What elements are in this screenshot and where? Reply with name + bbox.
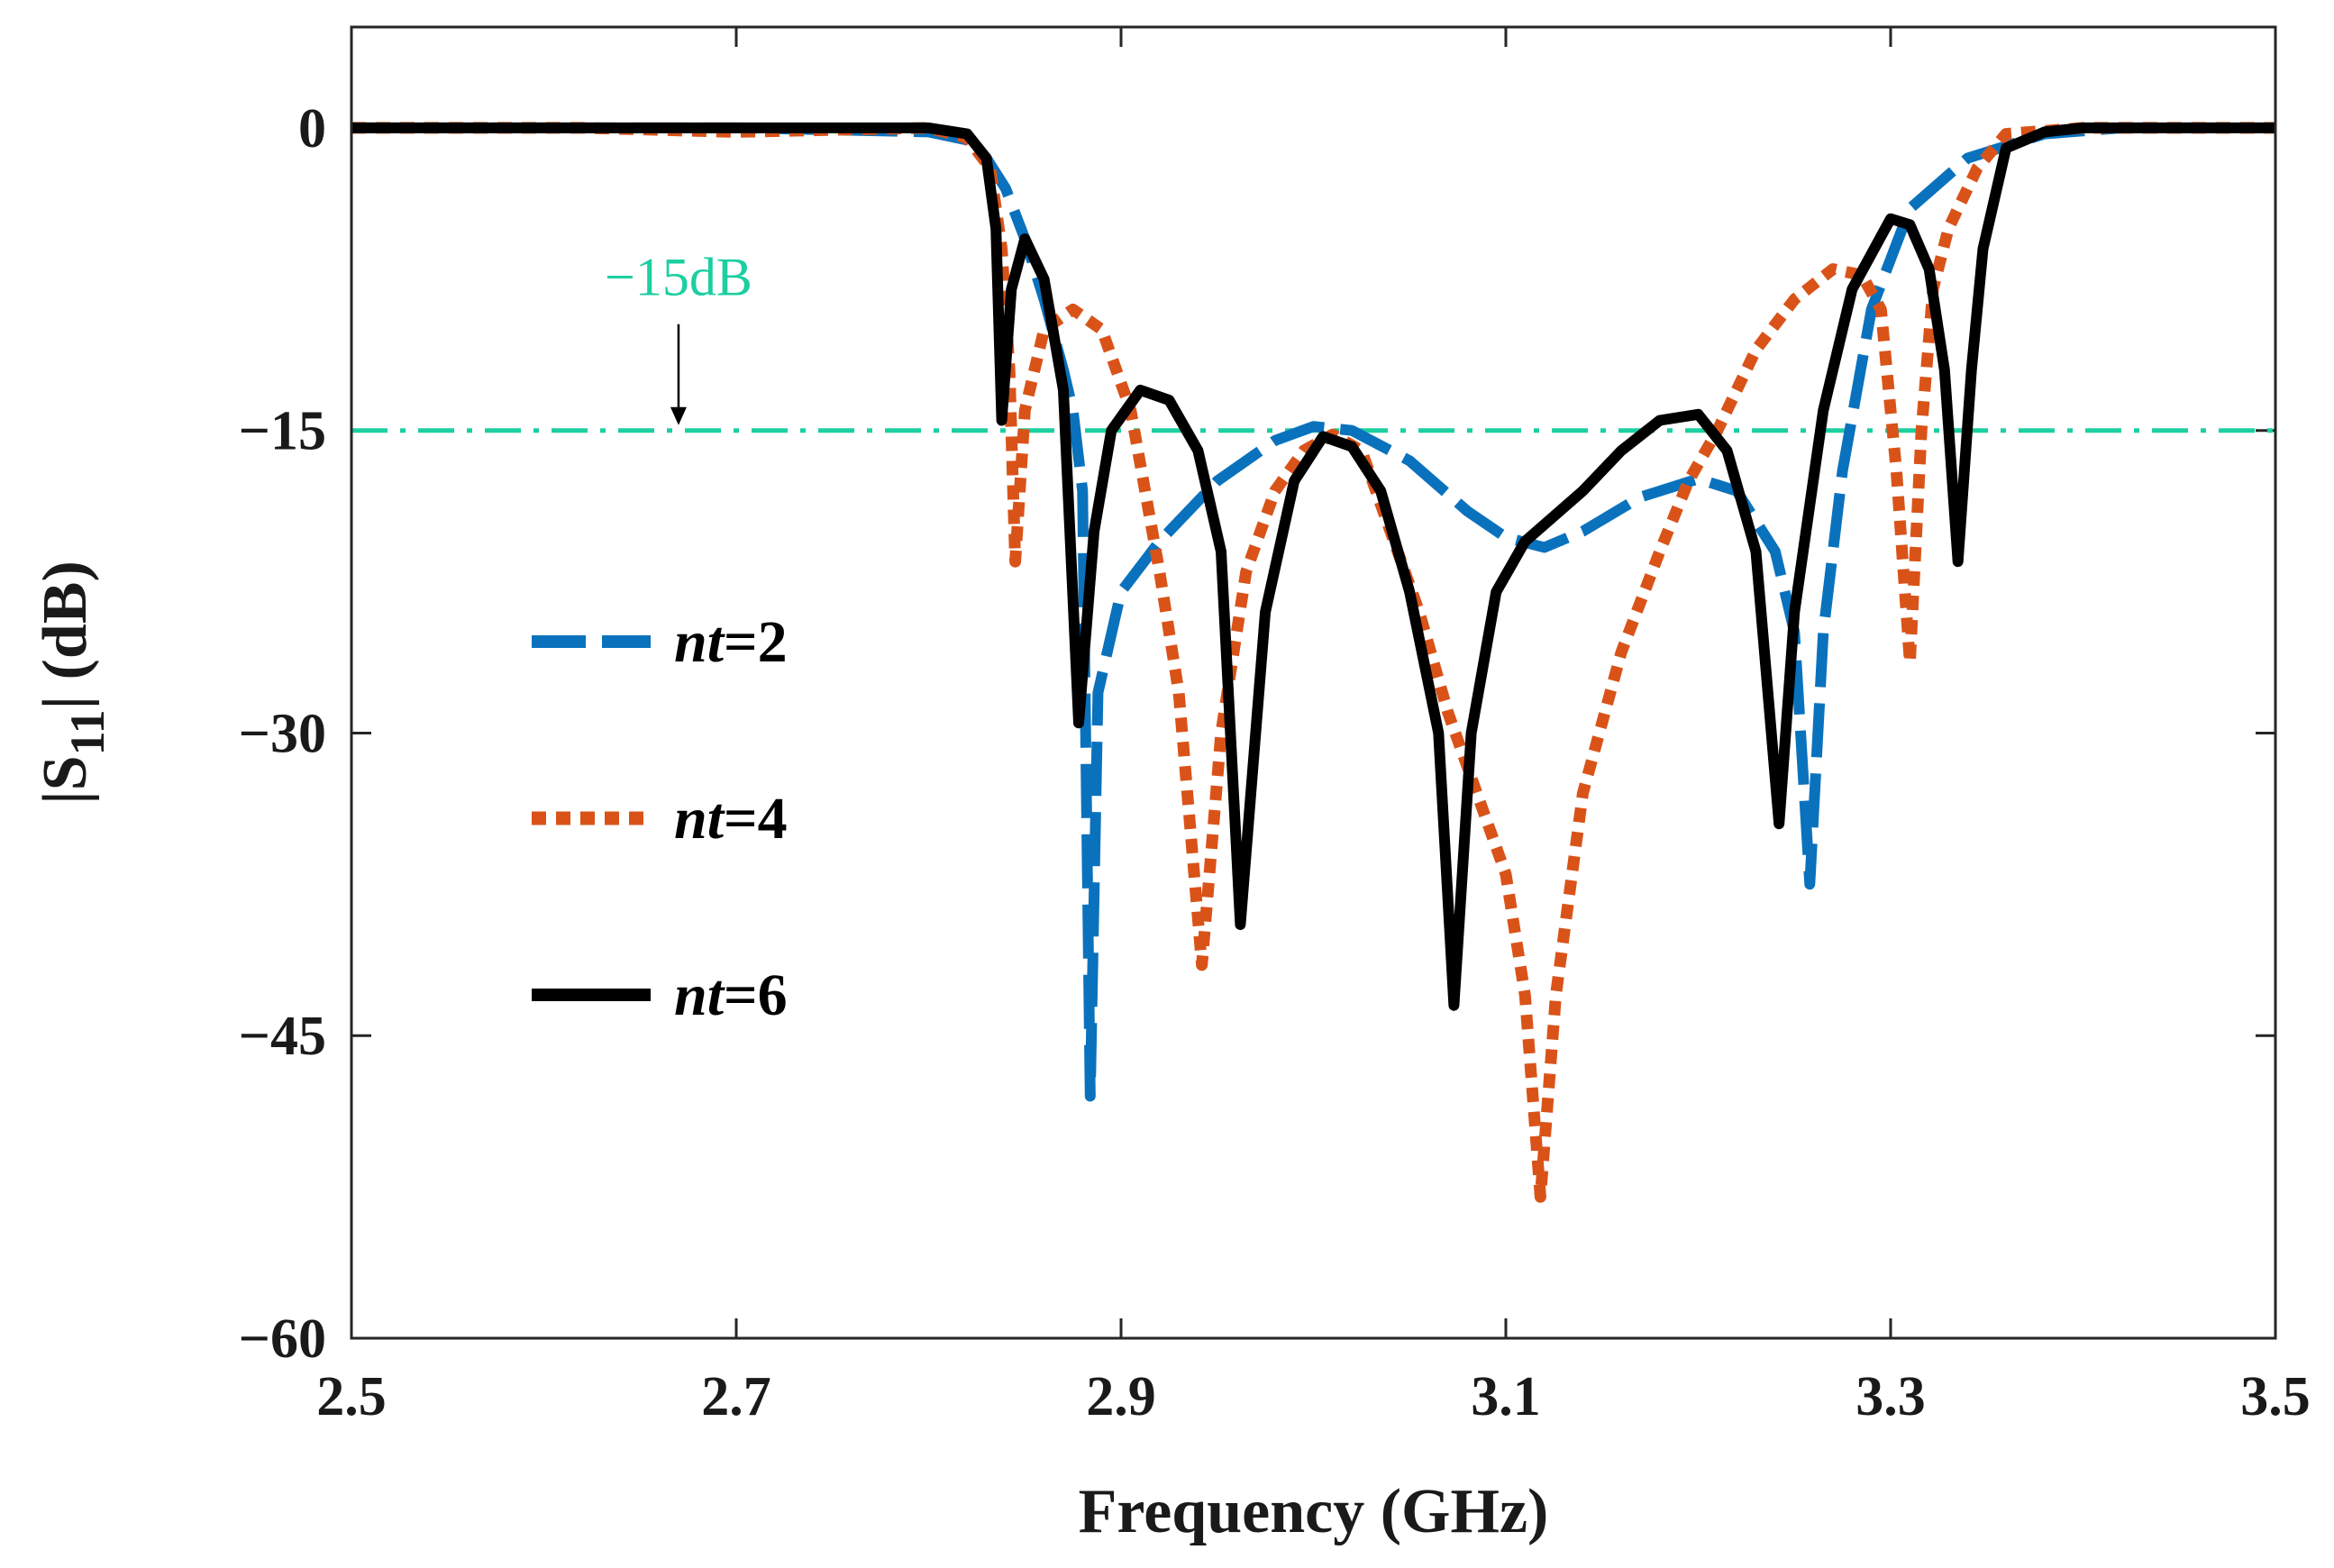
x-tick-label: 3.5 [2240, 1366, 2311, 1427]
plot-area-frame [350, 25, 2277, 1340]
y-tick-label: −15 [239, 401, 326, 462]
legend-label-italic: nt [674, 609, 725, 675]
legend-label-nt-2: nt=2 [674, 609, 788, 675]
y-tick-label: −45 [239, 1006, 326, 1067]
series-line-nt-4 [351, 122, 2275, 1203]
x-axis-title: Frequency (GHz) [1079, 1477, 1549, 1546]
y-tick-label: −30 [239, 703, 326, 764]
y-tick-marks [351, 126, 2275, 1340]
x-tick-label: 2.7 [701, 1366, 771, 1427]
x-tick-label: 2.9 [1086, 1366, 1156, 1427]
legend-label-italic: nt [674, 786, 725, 852]
annotation-arrow-head [670, 406, 687, 425]
y-axis-title-main: |S [31, 755, 100, 804]
x-tick-labels: 2.5 2.7 2.9 3.1 3.3 3.5 [316, 1366, 2311, 1427]
legend-label-value: =6 [724, 962, 788, 1028]
minus-15db-label: −15dB [605, 248, 752, 307]
legend-label-nt-4: nt=4 [674, 786, 788, 852]
x-tick-label: 3.1 [1471, 1366, 1541, 1427]
reference-line-group: −15dB [351, 248, 2275, 433]
x-tick-label: 2.5 [316, 1366, 387, 1427]
legend-label-value: =4 [724, 786, 788, 852]
series-lines [351, 122, 2275, 1203]
y-axis-title: |S11| (dB) [31, 561, 114, 805]
y-axis-title-tail: | (dB) [31, 561, 100, 709]
legend-label-nt-6: nt=6 [674, 962, 788, 1028]
legend-label-value: =2 [724, 609, 788, 675]
x-tick-label: 3.3 [1855, 1366, 1926, 1427]
y-tick-label: −60 [239, 1308, 326, 1370]
y-tick-labels: 0 −15 −30 −45 −60 [239, 98, 326, 1370]
legend: nt=2nt=4nt=6 [532, 609, 788, 1028]
legend-label-italic: nt [674, 962, 725, 1028]
y-tick-label: 0 [298, 98, 326, 160]
series-line-nt-6 [351, 122, 2275, 1011]
y-axis-title-subscript: 11 [60, 709, 114, 755]
